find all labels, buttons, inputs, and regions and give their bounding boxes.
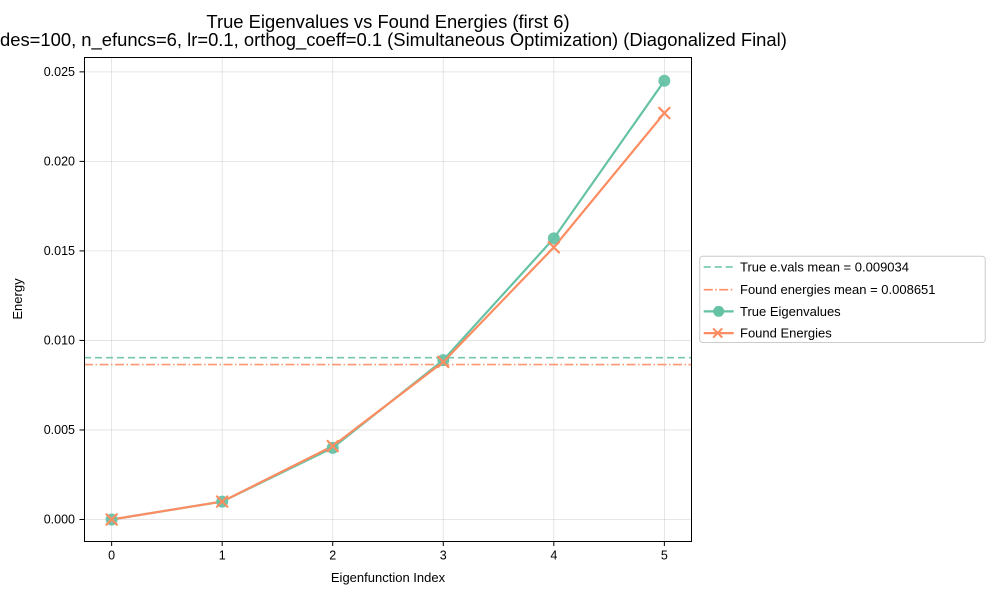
svg-text:Eigenfunction Index: Eigenfunction Index bbox=[331, 570, 446, 585]
svg-text:Found Energies: Found Energies bbox=[740, 326, 832, 341]
svg-text:True Eigenvalues: True Eigenvalues bbox=[740, 304, 841, 319]
svg-text:Energy: Energy bbox=[10, 278, 25, 320]
svg-text:0.010: 0.010 bbox=[44, 333, 75, 347]
svg-text:3: 3 bbox=[440, 549, 447, 563]
svg-text:0.000: 0.000 bbox=[44, 512, 75, 526]
svg-text:True e.vals mean = 0.009034: True e.vals mean = 0.009034 bbox=[740, 260, 909, 275]
svg-text:0.020: 0.020 bbox=[44, 154, 75, 168]
svg-text:0.025: 0.025 bbox=[44, 65, 75, 79]
svg-text:4: 4 bbox=[550, 549, 557, 563]
svg-text:Found energies mean = 0.008651: Found energies mean = 0.008651 bbox=[740, 282, 936, 297]
svg-text:5: 5 bbox=[661, 549, 668, 563]
svg-text:2: 2 bbox=[329, 549, 336, 563]
svg-text:0.015: 0.015 bbox=[44, 244, 75, 258]
svg-text:0.005: 0.005 bbox=[44, 423, 75, 437]
svg-text:1: 1 bbox=[219, 549, 226, 563]
svg-text:0: 0 bbox=[108, 549, 115, 563]
